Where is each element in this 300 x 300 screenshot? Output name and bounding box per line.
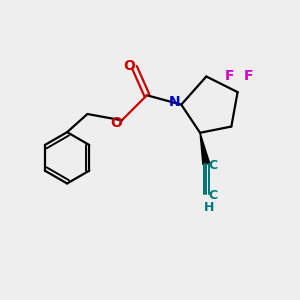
Text: F: F [225, 69, 235, 83]
Text: N: N [169, 94, 181, 109]
Text: O: O [110, 116, 122, 130]
Text: H: H [204, 201, 214, 214]
Text: O: O [123, 58, 135, 73]
Text: C: C [208, 159, 218, 172]
Polygon shape [200, 133, 210, 165]
Text: F: F [244, 69, 253, 83]
Text: C: C [208, 189, 218, 202]
